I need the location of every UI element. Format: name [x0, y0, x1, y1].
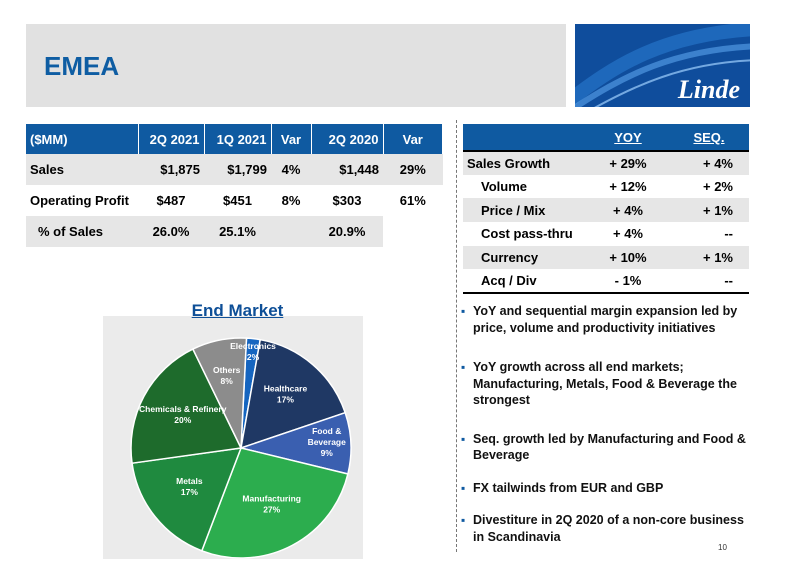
header-bar — [26, 24, 566, 107]
financials-header-row: ($MM) 2Q 2021 1Q 2021 Var 2Q 2020 Var — [26, 124, 443, 154]
cell: + 2% — [703, 179, 733, 195]
table-row: Cost pass-thru + 4% -- — [463, 222, 749, 246]
bullet-item: YoY growth across all end markets; Manuf… — [461, 359, 752, 409]
row-label: Cost pass-thru — [481, 226, 573, 242]
column-divider — [456, 120, 457, 552]
col-header: 1Q 2021 — [204, 124, 272, 154]
bullet-item: YoY and sequential margin expansion led … — [461, 303, 752, 336]
cell: + 12% — [609, 179, 647, 195]
bullet-item: Divestiture in 2Q 2020 of a non-core bus… — [461, 512, 752, 545]
cell: 25.1% — [204, 216, 271, 247]
cell: + 1% — [669, 198, 749, 223]
row-label: Sales Growth — [463, 150, 587, 175]
page-title: EMEA — [44, 51, 120, 81]
col-header: YOY — [587, 124, 669, 151]
pie-slice-others — [191, 337, 248, 449]
col-header: Var — [383, 124, 443, 154]
cell: 20.9% — [311, 216, 383, 247]
growth-header-row: YOY SEQ. — [463, 124, 749, 151]
end-market-pie-chart: Electronics 2% Healthcare 17% Food & Beverage… — [130, 337, 352, 559]
cell: $303 — [332, 193, 362, 208]
col-header: 2Q 2021 — [138, 124, 205, 154]
cell: $487 — [156, 193, 186, 208]
row-label: Sales — [26, 154, 138, 185]
pie-chart-title: End Market — [191, 301, 284, 320]
row-label: Operating Profit — [30, 193, 129, 208]
bullet-item: Seq. growth led by Manufacturing and Foo… — [461, 431, 752, 464]
financials-table: ($MM) 2Q 2021 1Q 2021 Var 2Q 2020 Var Sa… — [26, 124, 443, 247]
page-number: 10 — [718, 543, 727, 552]
bullet-item: FX tailwinds from EUR and GBP — [461, 480, 752, 497]
logo-swoosh-icon — [575, 24, 750, 107]
cell: 26.0% — [138, 216, 204, 247]
cell: $451 — [223, 193, 252, 208]
pie-label: Electronics 2% — [230, 341, 276, 362]
pie-label: Manufacturing 27% — [242, 493, 301, 514]
table-row: Currency + 10% + 1% — [463, 245, 749, 270]
pie-slice-manufacturing — [200, 447, 349, 559]
row-label: Currency — [463, 245, 587, 270]
cell: -- — [724, 226, 733, 242]
pie-label: Chemicals & Refinery 20% — [139, 404, 227, 425]
cell: + 10% — [587, 245, 669, 270]
cell: 29% — [383, 154, 443, 185]
table-row: Price / Mix + 4% + 1% — [463, 198, 749, 223]
logo-text: Linde — [677, 75, 740, 104]
cell: + 4% — [613, 226, 643, 242]
col-header — [463, 124, 587, 151]
cell: + 4% — [669, 150, 749, 175]
table-row: Volume + 12% + 2% — [463, 175, 749, 199]
cell: $1,799 — [204, 154, 271, 185]
cell: -- — [669, 269, 749, 295]
pie-slice-metals — [131, 447, 243, 552]
pie-label: Food & Beverage 9% — [308, 426, 347, 458]
linde-logo: Linde — [575, 24, 750, 107]
table-row: Sales $1,875 $1,799 4% $1,448 29% — [26, 154, 443, 185]
cell: 61% — [399, 193, 426, 208]
growth-table: YOY SEQ. Sales Growth + 29% + 4% Volume … — [463, 124, 749, 295]
pie-slice-chemicals-refinery — [130, 348, 243, 465]
table-row: Sales Growth + 29% + 4% — [463, 150, 749, 175]
table-row: Operating Profit $487 $451 8% $303 61% — [26, 185, 443, 216]
col-header: ($MM) — [26, 124, 139, 154]
cell: 4% — [271, 154, 311, 185]
pie-label: Others 8% — [213, 365, 241, 386]
cell — [383, 216, 443, 247]
commentary-bullets: YoY and sequential margin expansion led … — [461, 303, 752, 545]
cell: $1,875 — [138, 154, 204, 185]
pie-label: Healthcare 17% — [264, 383, 308, 404]
table-row: Acq / Div - 1% -- — [463, 269, 749, 295]
cell: + 4% — [587, 198, 669, 223]
table-row: % of Sales 26.0% 25.1% 20.9% — [26, 216, 443, 247]
cell: + 29% — [587, 150, 669, 175]
cell — [271, 216, 311, 247]
cell: - 1% — [587, 269, 669, 295]
col-header: SEQ. — [669, 124, 749, 151]
row-label: % of Sales — [26, 216, 138, 247]
cell: + 1% — [669, 245, 749, 270]
cell: $1,448 — [311, 154, 383, 185]
row-label: Price / Mix — [463, 198, 587, 223]
col-header: Var — [271, 124, 312, 154]
col-header: 2Q 2020 — [311, 124, 384, 154]
row-label: Volume — [481, 179, 527, 195]
cell: 8% — [281, 193, 301, 208]
row-label: Acq / Div — [463, 269, 587, 295]
pie-label: Metals 17% — [176, 476, 203, 497]
